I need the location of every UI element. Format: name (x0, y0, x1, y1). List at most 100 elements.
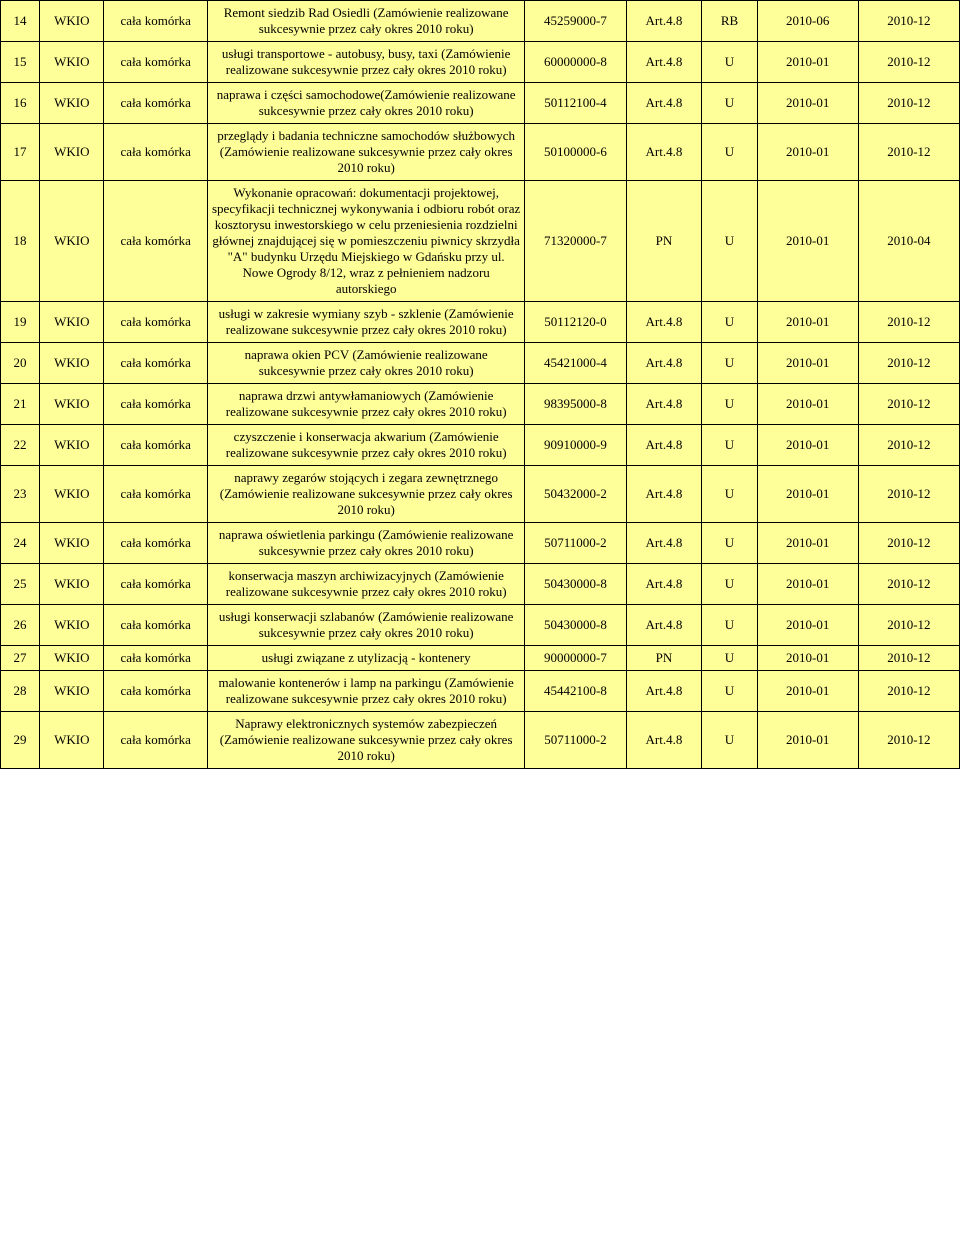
unit-cell: cała komórka (104, 605, 207, 646)
unit-cell: cała komórka (104, 712, 207, 769)
to-cell: 2010-12 (858, 302, 959, 343)
to-cell: 2010-12 (858, 646, 959, 671)
type-cell: U (702, 523, 757, 564)
org-cell: WKIO (40, 1, 104, 42)
unit-cell: cała komórka (104, 425, 207, 466)
art-cell: Art.4.8 (626, 83, 702, 124)
type-cell: U (702, 302, 757, 343)
type-cell: U (702, 671, 757, 712)
unit-cell: cała komórka (104, 181, 207, 302)
desc-cell: konserwacja maszyn archiwizacyjnych (Zam… (207, 564, 524, 605)
table-row: 26WKIOcała komórkausługi konserwacji szl… (1, 605, 960, 646)
org-cell: WKIO (40, 181, 104, 302)
from-cell: 2010-01 (757, 646, 858, 671)
unit-cell: cała komórka (104, 343, 207, 384)
type-cell: U (702, 42, 757, 83)
art-cell: Art.4.8 (626, 425, 702, 466)
to-cell: 2010-12 (858, 124, 959, 181)
code-cell: 50112100-4 (525, 83, 626, 124)
table-row: 23WKIOcała komórkanaprawy zegarów stojąc… (1, 466, 960, 523)
table-row: 28WKIOcała komórkamalowanie kontenerów i… (1, 671, 960, 712)
code-cell: 50100000-6 (525, 124, 626, 181)
from-cell: 2010-01 (757, 83, 858, 124)
art-cell: Art.4.8 (626, 605, 702, 646)
to-cell: 2010-12 (858, 523, 959, 564)
to-cell: 2010-12 (858, 466, 959, 523)
org-cell: WKIO (40, 646, 104, 671)
art-cell: Art.4.8 (626, 466, 702, 523)
code-cell: 50711000-2 (525, 712, 626, 769)
desc-cell: naprawa okien PCV (Zamówienie realizowan… (207, 343, 524, 384)
unit-cell: cała komórka (104, 523, 207, 564)
to-cell: 2010-12 (858, 671, 959, 712)
table-row: 16WKIOcała komórkanaprawa i części samoc… (1, 83, 960, 124)
art-cell: Art.4.8 (626, 343, 702, 384)
unit-cell: cała komórka (104, 384, 207, 425)
row-number: 19 (1, 302, 40, 343)
table-row: 17WKIOcała komórkaprzeglądy i badania te… (1, 124, 960, 181)
unit-cell: cała komórka (104, 42, 207, 83)
from-cell: 2010-01 (757, 564, 858, 605)
code-cell: 90910000-9 (525, 425, 626, 466)
from-cell: 2010-01 (757, 42, 858, 83)
desc-cell: usługi w zakresie wymiany szyb - szkleni… (207, 302, 524, 343)
table-row: 18WKIOcała komórkaWykonanie opracowań: d… (1, 181, 960, 302)
desc-cell: czyszczenie i konserwacja akwarium (Zamó… (207, 425, 524, 466)
desc-cell: usługi transportowe - autobusy, busy, ta… (207, 42, 524, 83)
code-cell: 50112120-0 (525, 302, 626, 343)
art-cell: Art.4.8 (626, 42, 702, 83)
unit-cell: cała komórka (104, 564, 207, 605)
type-cell: U (702, 343, 757, 384)
org-cell: WKIO (40, 523, 104, 564)
type-cell: U (702, 425, 757, 466)
type-cell: RB (702, 1, 757, 42)
type-cell: U (702, 124, 757, 181)
code-cell: 90000000-7 (525, 646, 626, 671)
org-cell: WKIO (40, 124, 104, 181)
to-cell: 2010-12 (858, 605, 959, 646)
code-cell: 45421000-4 (525, 343, 626, 384)
to-cell: 2010-12 (858, 564, 959, 605)
art-cell: PN (626, 181, 702, 302)
row-number: 28 (1, 671, 40, 712)
code-cell: 45259000-7 (525, 1, 626, 42)
art-cell: Art.4.8 (626, 564, 702, 605)
from-cell: 2010-01 (757, 384, 858, 425)
desc-cell: naprawa oświetlenia parkingu (Zamówienie… (207, 523, 524, 564)
art-cell: Art.4.8 (626, 384, 702, 425)
type-cell: U (702, 564, 757, 605)
desc-cell: usługi konserwacji szlabanów (Zamówienie… (207, 605, 524, 646)
from-cell: 2010-01 (757, 343, 858, 384)
table-row: 29WKIOcała komórkaNaprawy elektronicznyc… (1, 712, 960, 769)
desc-cell: naprawa drzwi antywłamaniowych (Zamówien… (207, 384, 524, 425)
from-cell: 2010-01 (757, 181, 858, 302)
to-cell: 2010-12 (858, 425, 959, 466)
table-row: 20WKIOcała komórkanaprawa okien PCV (Zam… (1, 343, 960, 384)
from-cell: 2010-01 (757, 466, 858, 523)
from-cell: 2010-01 (757, 425, 858, 466)
org-cell: WKIO (40, 605, 104, 646)
org-cell: WKIO (40, 302, 104, 343)
type-cell: U (702, 466, 757, 523)
to-cell: 2010-12 (858, 384, 959, 425)
table-row: 25WKIOcała komórkakonserwacja maszyn arc… (1, 564, 960, 605)
unit-cell: cała komórka (104, 124, 207, 181)
to-cell: 2010-04 (858, 181, 959, 302)
from-cell: 2010-01 (757, 302, 858, 343)
desc-cell: Wykonanie opracowań: dokumentacji projek… (207, 181, 524, 302)
code-cell: 50430000-8 (525, 605, 626, 646)
from-cell: 2010-06 (757, 1, 858, 42)
row-number: 23 (1, 466, 40, 523)
unit-cell: cała komórka (104, 671, 207, 712)
desc-cell: naprawa i części samochodowe(Zamówienie … (207, 83, 524, 124)
row-number: 14 (1, 1, 40, 42)
desc-cell: usługi związane z utylizacją - kontenery (207, 646, 524, 671)
row-number: 22 (1, 425, 40, 466)
row-number: 25 (1, 564, 40, 605)
code-cell: 50430000-8 (525, 564, 626, 605)
from-cell: 2010-01 (757, 605, 858, 646)
table-row: 22WKIOcała komórkaczyszczenie i konserwa… (1, 425, 960, 466)
art-cell: Art.4.8 (626, 671, 702, 712)
type-cell: U (702, 646, 757, 671)
unit-cell: cała komórka (104, 646, 207, 671)
